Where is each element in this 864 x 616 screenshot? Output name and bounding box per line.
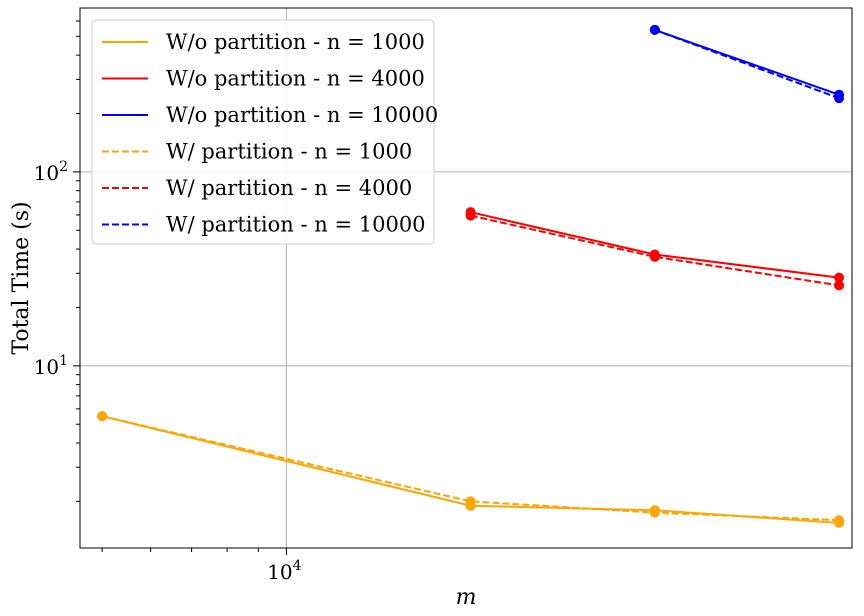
data-point xyxy=(97,411,108,422)
series-4 xyxy=(97,411,845,526)
y-tick-label: 101 xyxy=(34,353,68,379)
series-5 xyxy=(465,210,845,291)
legend-label: W/ partition - n = 1000 xyxy=(166,140,412,164)
legend-label: W/ partition - n = 4000 xyxy=(166,176,412,200)
data-point xyxy=(465,210,476,221)
legend-label: W/ partition - n = 10000 xyxy=(166,213,426,237)
legend-label: W/o partition - n = 1000 xyxy=(166,30,425,54)
legend-entry: W/ partition - n = 10000 xyxy=(102,213,426,237)
data-point xyxy=(649,507,660,518)
x-axis-label: m xyxy=(456,585,477,610)
legend: W/o partition - n = 1000 W/o partition - … xyxy=(91,19,438,245)
series-6 xyxy=(649,24,845,104)
legend-entry: W/o partition - n = 10000 xyxy=(102,103,438,127)
plot-frame xyxy=(79,7,853,549)
series-line xyxy=(101,415,840,522)
data-point xyxy=(465,496,476,507)
series-line xyxy=(470,214,840,287)
legend-entry: W/ partition - n = 4000 xyxy=(102,176,412,200)
legend-entry: W/o partition - n = 4000 xyxy=(102,67,425,91)
data-point xyxy=(834,280,845,291)
legend-label: W/o partition - n = 10000 xyxy=(166,103,438,127)
y-tick-label: 102 xyxy=(34,159,68,185)
y-axis-label: Total Time (s) xyxy=(9,201,34,354)
legend-box xyxy=(91,19,435,245)
data-point xyxy=(649,24,660,35)
data-point xyxy=(649,251,660,262)
series-layer xyxy=(97,24,845,528)
legend-label: W/o partition - n = 4000 xyxy=(166,67,425,91)
legend-entry: W/ partition - n = 1000 xyxy=(102,140,412,164)
data-point xyxy=(834,93,845,104)
legend-entry: W/o partition - n = 1000 xyxy=(102,30,425,54)
ticks: 104 101 102 xyxy=(34,20,302,584)
series-line xyxy=(654,28,840,100)
data-point xyxy=(834,515,845,526)
data-point xyxy=(834,272,845,283)
x-tick-label: 104 xyxy=(267,558,301,584)
